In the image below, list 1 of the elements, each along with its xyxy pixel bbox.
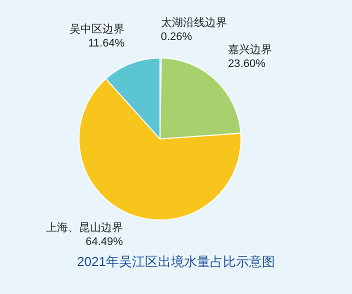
text: 2021年吴江区出境水量占比示意图 bbox=[77, 254, 275, 269]
